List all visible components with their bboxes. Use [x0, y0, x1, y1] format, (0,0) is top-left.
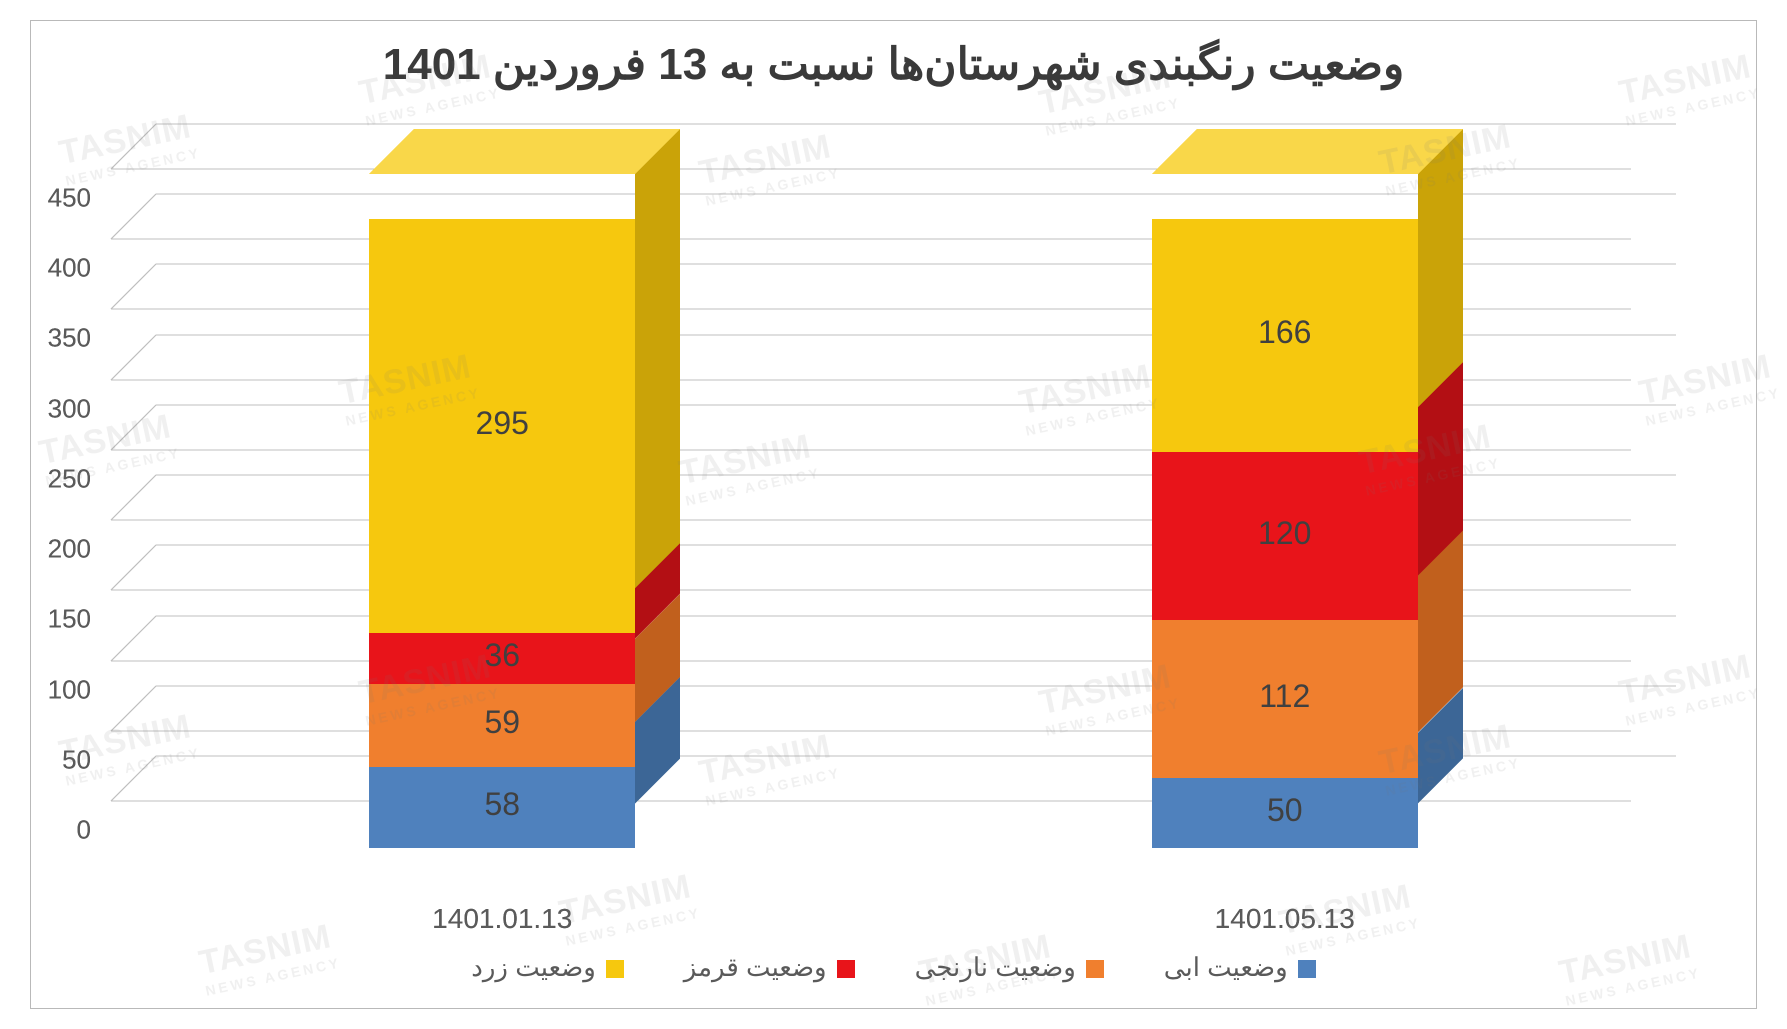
ytick-label: 400 [48, 253, 91, 284]
ytick-label: 450 [48, 183, 91, 214]
bar-segment-blue [1152, 778, 1418, 848]
bar-segment-yellow [1152, 219, 1418, 452]
bar-segment-orange [1152, 620, 1418, 777]
ytick-label: 150 [48, 604, 91, 635]
bar-segment-side [635, 633, 680, 684]
ytick-label: 350 [48, 323, 91, 354]
legend-label: وضعیت نارنجی [915, 952, 1076, 982]
legend-swatch [1086, 960, 1104, 978]
ytick-label: 250 [48, 463, 91, 494]
bar-segment-side [1418, 778, 1463, 848]
plot-area: 0 50 100 150 200 250 [111, 171, 1676, 848]
bar-segment-orange [369, 684, 635, 767]
category-label: 1401.05.13 [995, 903, 1574, 935]
legend-item-orange: وضعیت نارنجی [915, 952, 1104, 983]
legend-item-blue: وضعیت ابی [1164, 952, 1316, 983]
bar-segment-yellow [369, 219, 635, 633]
legend-label: وضعیت زرد [471, 952, 595, 982]
legend-swatch [606, 960, 624, 978]
chart-frame: وضعیت رنگبندی شهرستان‌ها نسبت به 13 فرور… [30, 20, 1757, 1009]
legend-label: وضعیت ابی [1164, 952, 1288, 982]
bar-segment-red [369, 633, 635, 684]
bar-segment-side [635, 684, 680, 767]
legend-swatch [837, 960, 855, 978]
legend-item-yellow: وضعیت زرد [471, 952, 623, 983]
chart-title: وضعیت رنگبندی شهرستان‌ها نسبت به 13 فرور… [31, 39, 1756, 90]
legend-swatch [1298, 960, 1316, 978]
legend-label: وضعیت قرمز [684, 952, 827, 982]
ytick-label: 100 [48, 674, 91, 705]
bar-segment-blue [369, 767, 635, 848]
category-label: 1401.01.13 [213, 903, 792, 935]
bar-segment-side [635, 219, 680, 633]
ytick-label: 300 [48, 393, 91, 424]
legend: وضعیت ابی وضعیت نارنجی وضعیت قرمز وضعیت زرد [31, 952, 1756, 983]
ytick-label: 0 [77, 815, 91, 846]
bar-segment-side [1418, 620, 1463, 777]
bar-segment-side [1418, 452, 1463, 621]
bar-segment-red [1152, 452, 1418, 621]
legend-item-red: وضعیت قرمز [684, 952, 855, 983]
bar-segment-side [1418, 219, 1463, 452]
bar-segment-side [635, 767, 680, 848]
ytick-label: 200 [48, 534, 91, 565]
ytick-label: 50 [62, 744, 91, 775]
